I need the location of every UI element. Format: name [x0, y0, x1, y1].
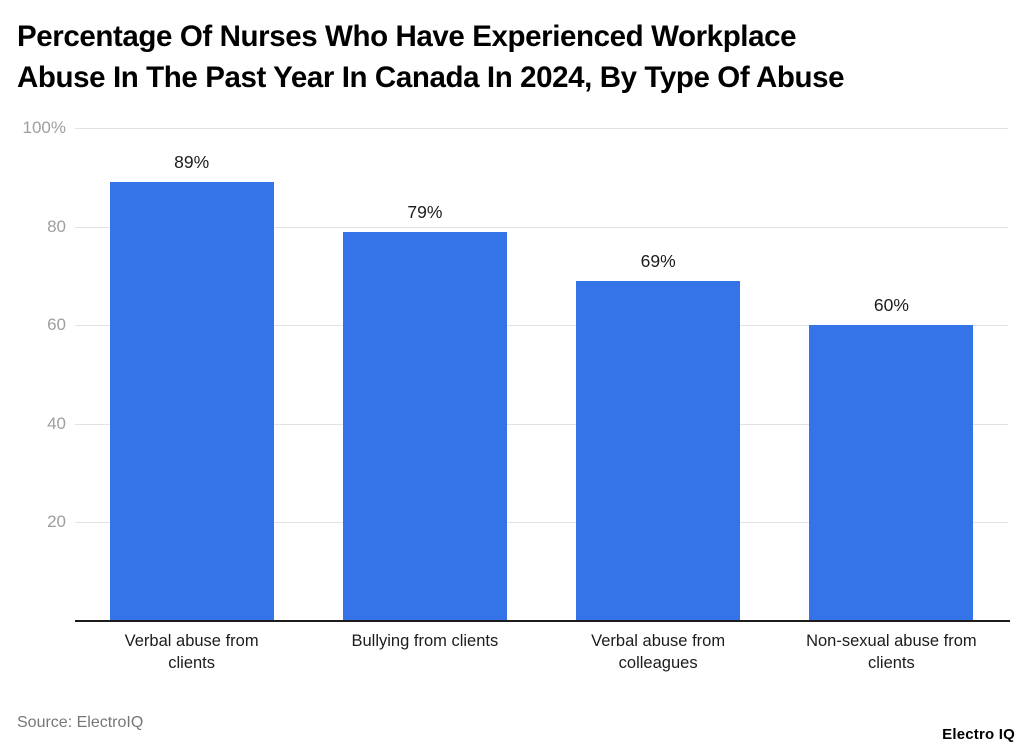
- bar: [576, 280, 741, 621]
- gridline: [75, 226, 1008, 228]
- gridline: [75, 522, 1008, 524]
- bar-value-label: 69%: [640, 250, 676, 271]
- gridline: [75, 325, 1008, 327]
- bar: [342, 231, 507, 621]
- y-tick-label: 40: [47, 413, 66, 433]
- y-tick-label: 100%: [22, 118, 66, 137]
- x-category-label: Verbal abuse from colleagues: [591, 632, 726, 672]
- bar-value-label: 60%: [873, 295, 909, 316]
- y-tick-label: 20: [47, 512, 66, 532]
- bar-value-label: 89%: [174, 152, 210, 173]
- x-axis-line: [75, 620, 1010, 622]
- y-tick-label: 80: [47, 216, 66, 236]
- x-category-label: Verbal abuse from clients: [124, 632, 259, 672]
- gridline: [75, 423, 1008, 425]
- x-category-label: Bullying from clients: [351, 632, 499, 650]
- bar: [109, 182, 274, 621]
- brand-logo: Electro IQ: [942, 726, 1015, 743]
- chart-title-line-1: Percentage Of Nurses Who Have Experience…: [17, 20, 797, 53]
- x-category-label: Non-sexual abuse from clients: [806, 632, 977, 672]
- gridline: [75, 128, 1008, 129]
- chart-title-line-2: Abuse In The Past Year In Canada In 2024…: [17, 61, 845, 94]
- source-note: Source: ElectroIQ: [17, 714, 144, 731]
- y-tick-label: 60: [47, 315, 66, 335]
- bar-value-label: 79%: [407, 201, 443, 222]
- bar: [809, 325, 974, 621]
- chart-title: Percentage Of Nurses Who Have Experience…: [17, 16, 1017, 98]
